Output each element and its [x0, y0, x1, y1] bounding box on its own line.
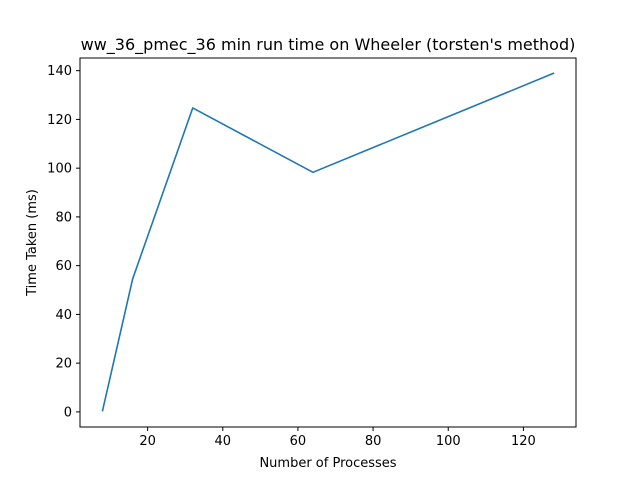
x-tick-label: 100 [436, 434, 461, 449]
y-tick-label: 140 [47, 64, 72, 79]
y-tick-label: 80 [55, 210, 72, 225]
y-tick-label: 100 [47, 162, 72, 177]
plot-area [101, 72, 555, 412]
x-tick-label: 20 [139, 434, 156, 449]
x-tick-label: 80 [365, 434, 382, 449]
x-tick-label: 120 [511, 434, 536, 449]
y-axis-label: Time Taken (ms) [25, 189, 40, 297]
y-tick-label: 0 [64, 405, 72, 420]
y-tick-label: 120 [47, 113, 72, 128]
x-tick-label: 60 [290, 434, 307, 449]
x-axis-label: Number of Processes [259, 456, 396, 471]
y-tick-label: 60 [55, 259, 72, 274]
x-tick-label: 40 [215, 434, 232, 449]
y-tick-label: 40 [55, 308, 72, 323]
axis-ticks: 20 40 60 80 100 120 0 20 40 60 80 100 120 140 [47, 64, 536, 449]
y-tick-label: 20 [55, 357, 72, 372]
chart-title: ww_36_pmec_36 min run time on Wheeler (t… [81, 35, 576, 55]
series-line [101, 72, 555, 412]
axes-frame [79, 57, 577, 428]
